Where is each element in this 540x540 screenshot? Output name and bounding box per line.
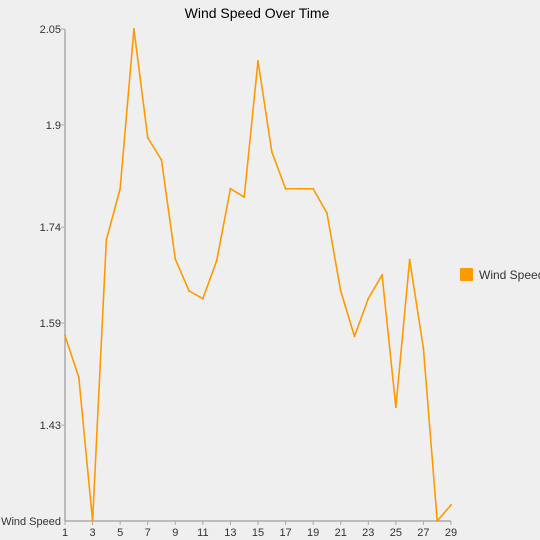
x-tick-label: 5	[117, 527, 123, 539]
y-axis-min-label: Wind Speed	[1, 516, 61, 528]
x-tick-label: 7	[145, 527, 151, 539]
series-point	[215, 259, 218, 262]
legend-label: Wind Speed	[479, 268, 540, 282]
series-point	[270, 150, 273, 153]
x-tick-label: 23	[362, 527, 374, 539]
series-point	[408, 258, 411, 261]
series-point	[64, 334, 66, 337]
x-axis-ticks: 1 3 5 7 9 11 13 15 17 19 21 23 25 27 29	[62, 521, 457, 539]
series-point	[381, 274, 384, 276]
legend[interactable]: Wind Speed	[460, 268, 540, 282]
series-point	[284, 187, 287, 190]
y-tick-label: 1.59	[40, 318, 61, 330]
series-point	[422, 347, 425, 350]
x-tick-label: 29	[445, 527, 457, 539]
x-tick-label: 17	[279, 527, 291, 539]
series-point	[77, 376, 80, 379]
axes	[64, 29, 451, 522]
x-tick-label: 25	[390, 527, 402, 539]
series-point	[394, 406, 397, 409]
series-point	[146, 136, 149, 139]
x-tick-label: 11	[197, 527, 208, 539]
series-point	[367, 297, 370, 300]
series-point	[91, 520, 94, 522]
series-point	[201, 297, 204, 300]
series-point	[436, 520, 439, 522]
x-tick-label: 27	[417, 527, 429, 539]
series-point	[325, 212, 328, 215]
series-point	[188, 289, 191, 292]
series-point	[257, 59, 259, 62]
y-tick-label: 1.9	[46, 120, 61, 132]
series-point	[353, 335, 356, 338]
y-tick-label: 1.74	[40, 222, 61, 234]
legend-swatch	[460, 268, 473, 281]
series-line	[64, 28, 452, 522]
series-point	[229, 187, 232, 190]
series-point	[105, 238, 108, 241]
series-point	[160, 158, 163, 161]
x-tick-label: 13	[224, 527, 236, 539]
y-tick-label: 1.43	[40, 420, 61, 432]
series-point	[298, 187, 301, 190]
series-point	[243, 196, 246, 199]
x-tick-label: 21	[335, 527, 347, 539]
series-point	[312, 187, 315, 190]
chart-title: Wind Speed Over Time	[185, 5, 330, 21]
x-tick-label: 19	[307, 527, 319, 539]
y-tick-label: 2.05	[40, 24, 61, 36]
x-tick-label: 9	[172, 527, 178, 539]
series-point	[119, 187, 122, 190]
x-tick-label: 1	[62, 527, 68, 539]
x-tick-label: 3	[90, 527, 96, 539]
series-point	[174, 258, 177, 261]
series-point	[450, 504, 452, 507]
series-point	[339, 289, 342, 292]
y-axis-ticks: 1.43 1.59 1.74 1.9 2.05	[40, 24, 65, 432]
series-group	[64, 28, 452, 522]
series-point	[132, 28, 135, 30]
x-tick-label: 15	[252, 527, 264, 539]
